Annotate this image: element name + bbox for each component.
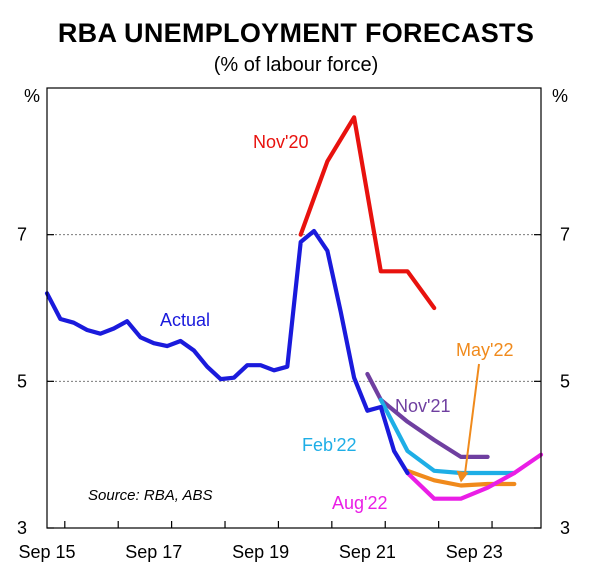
label-feb-22: Feb'22	[302, 435, 356, 455]
label-nov-20: Nov'20	[253, 132, 308, 152]
series-line-actual	[44, 228, 410, 476]
source-note: Source: RBA, ABS	[88, 487, 213, 504]
may22-arrow-head	[456, 470, 469, 483]
ytick-label-left: 5	[17, 371, 27, 391]
series-lines	[44, 115, 544, 501]
ytick-label-left: 7	[17, 225, 27, 245]
ytick-label-right: 3	[560, 518, 570, 538]
chart-title: RBA UNEMPLOYMENT FORECASTS	[57, 18, 535, 48]
series-line-nov-20	[298, 115, 437, 311]
xtick-label: Sep 21	[339, 542, 396, 562]
ytick-label-right: 5	[560, 371, 570, 391]
may22-arrow-line	[463, 363, 480, 475]
xtick-label: Sep 15	[18, 542, 75, 562]
series-line-feb-22	[378, 397, 517, 476]
xtick-label: Sep 23	[446, 542, 503, 562]
y-unit-left: %	[24, 86, 40, 106]
series-line-aug-22	[405, 452, 544, 501]
y-unit-right: %	[552, 86, 568, 106]
chart-subtitle: (% of labour force)	[213, 54, 379, 76]
label-actual: Actual	[160, 310, 210, 330]
xtick-label: Sep 17	[125, 542, 182, 562]
series-line-nov-21	[365, 371, 490, 459]
label-may-22: May'22	[456, 340, 513, 360]
axis-labels: 3 3 5 5 7 7 Sep 15 Sep 17 Sep 19 Sep 21 Sep 23	[17, 225, 570, 562]
xtick-label: Sep 19	[232, 542, 289, 562]
ytick-label-right: 7	[560, 225, 570, 245]
annotations: Nov'20 Actual Nov'21 Feb'22 May'22 Aug'22	[160, 132, 513, 513]
axes	[46, 87, 542, 529]
label-nov-21: Nov'21	[395, 396, 450, 416]
label-aug-22: Aug'22	[332, 493, 388, 513]
plot-frame	[46, 87, 542, 529]
ytick-label-left: 3	[17, 518, 27, 538]
